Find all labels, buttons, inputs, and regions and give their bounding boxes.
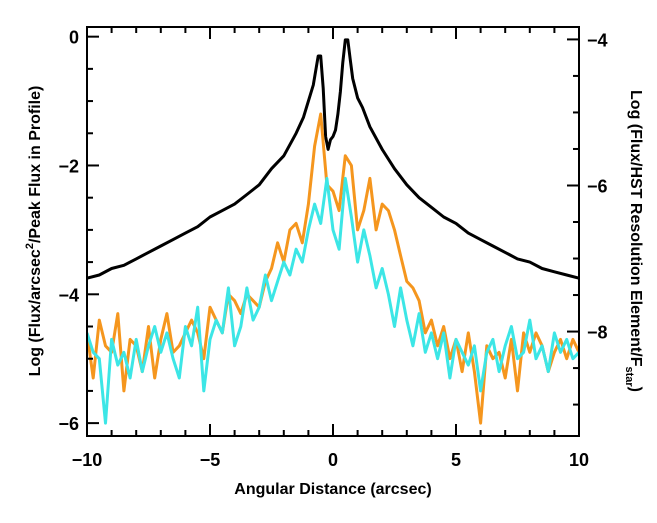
- series-layer: [87, 38, 579, 425]
- y-axis-label-right: Log (Flux/HST Resolution Element/Fstar): [623, 90, 644, 392]
- y-axis-label-left: Log (Flux/arcsec2/Peak Flux in Profile): [24, 86, 44, 377]
- series-line-1: [87, 38, 579, 280]
- y2-tick-label: −4: [587, 30, 608, 50]
- x-axis-label: Angular Distance (arcsec): [234, 481, 431, 498]
- y-axis-label-right-main: Log (Flux/HST Resolution Element/F: [627, 90, 644, 367]
- y2-tick-label: −6: [587, 176, 608, 196]
- series-line-2: [87, 112, 579, 425]
- axis-layer: −10 −5 0 5 10 0 −2 −4 −6 −4 −6 −8: [58, 27, 608, 470]
- x-tick-label: −5: [200, 450, 221, 470]
- y-axis-label-left-main: Log (Flux/arcsec: [27, 249, 44, 376]
- x-tick-label: 0: [328, 450, 338, 470]
- y-axis-label-right-sub: star: [623, 366, 635, 387]
- x-tick-label: 5: [451, 450, 461, 470]
- y-tick-label: −6: [58, 414, 79, 434]
- y-tick-label: −2: [58, 156, 79, 176]
- y-axis-label-left-rest: /Peak Flux in Profile): [27, 86, 44, 243]
- series-line-3: [87, 176, 579, 425]
- y-tick-label: −4: [58, 285, 79, 305]
- x-tick-label: 10: [569, 450, 589, 470]
- y2-tick-label: −8: [587, 323, 608, 343]
- y-tick-label: 0: [69, 28, 79, 48]
- x-tick-label: −10: [72, 450, 103, 470]
- y-axis-label-right-rest: ): [627, 387, 644, 392]
- y-axis-label-left-sup: 2: [24, 243, 36, 249]
